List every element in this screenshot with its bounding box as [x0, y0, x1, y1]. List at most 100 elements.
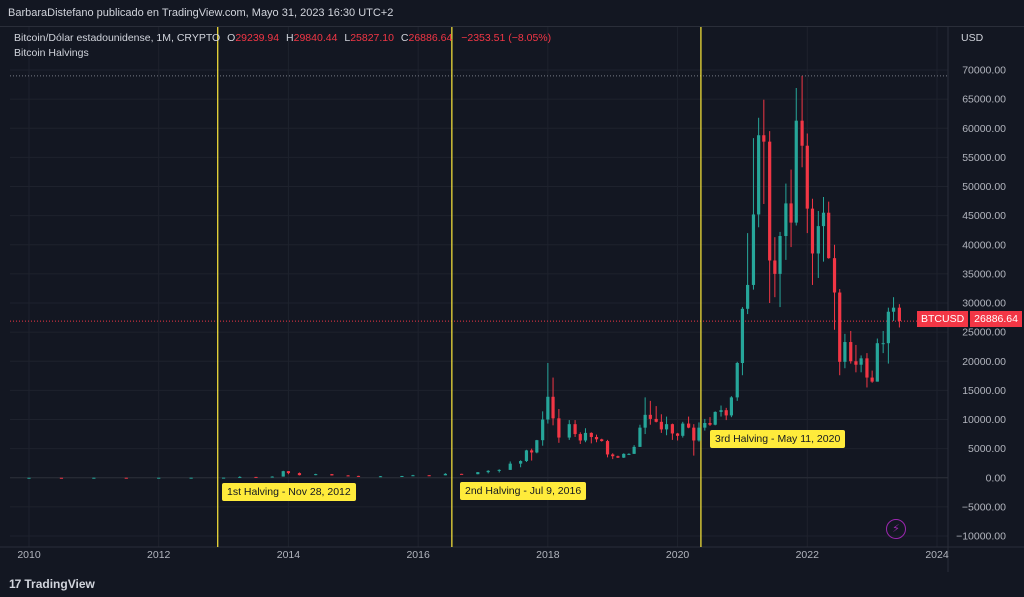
candle-body-down [356, 475, 361, 477]
y-axis-tick-label: 50000.00 [962, 181, 1006, 193]
candle-body-down [762, 135, 766, 142]
footer-bar: 17 TradingView [0, 572, 1024, 597]
candle-body-up [719, 410, 723, 412]
candle-body-up [778, 236, 782, 274]
candle-body-up [443, 473, 447, 476]
candle-body-up [638, 427, 642, 447]
candle-body-down [124, 477, 128, 479]
candle-body-up [794, 120, 798, 223]
currency-label[interactable]: USD [961, 32, 984, 44]
tradingview-logo[interactable]: 17 TradingView [9, 577, 95, 591]
candle-body-down [800, 120, 804, 146]
candle-body-down [827, 212, 831, 259]
indicator-label[interactable]: Bitcoin Halvings [14, 47, 89, 59]
candle-body-down [573, 424, 577, 435]
y-axis-tick-label: −5000.00 [962, 501, 1006, 513]
candle-body-up [314, 474, 318, 476]
high-value: 29840.44 [293, 32, 338, 44]
candle-body-down [530, 450, 534, 453]
candle-body-down [805, 145, 809, 209]
candle-body-up [270, 476, 274, 478]
y-axis-tick-label: 25000.00 [962, 327, 1006, 339]
candle-body-down [670, 424, 674, 434]
candle-body-up [821, 212, 826, 227]
y-axis-tick-label: 5000.00 [968, 443, 1006, 455]
candle-body-down [692, 427, 696, 441]
candle-body-down [611, 454, 615, 457]
candle-body-down [789, 203, 793, 223]
candle-body-up [411, 475, 415, 477]
candle-body-down [865, 358, 869, 378]
candle-body-up [535, 440, 539, 453]
y-axis-tick-label: 10000.00 [962, 414, 1006, 426]
candle-body-up [664, 424, 669, 430]
tradingview-logo-icon: 17 [9, 577, 21, 591]
price-tag-symbol: BTCUSD [917, 311, 969, 327]
candle-body-up [632, 446, 636, 454]
candle-body-down [578, 434, 582, 441]
candle-body-up [400, 476, 404, 478]
price-chart-svg[interactable]: 70000.00 65000.00 60000.00 55000.00 50000.00… [0, 27, 1024, 572]
candle-body-down [59, 477, 64, 479]
x-axis-tick-label: 2014 [277, 549, 301, 561]
candle-body-up [735, 362, 739, 398]
close-label: C [400, 32, 409, 44]
candle-body-up [881, 343, 885, 345]
candle-body-up [281, 471, 285, 477]
candle-body-up [524, 450, 529, 462]
candle-body-up [729, 397, 734, 416]
candle-body-down [557, 418, 561, 438]
x-axis-tick-label: 2010 [17, 549, 41, 561]
candle-body-up [751, 214, 756, 285]
y-axis-tick-label: 15000.00 [962, 385, 1006, 397]
halving-callout-3: 3rd Halving - May 11, 2020 [710, 430, 846, 448]
chart-area[interactable]: 70000.00 65000.00 60000.00 55000.00 50000.00… [0, 27, 1024, 572]
symbol-label[interactable]: Bitcoin/Dólar estadounidense, 1M, CRYPTO [14, 32, 221, 44]
candle-body-down [849, 342, 853, 362]
candle-body-up [757, 135, 761, 215]
x-axis-tick-label: 2018 [536, 549, 560, 561]
candle-body-up [546, 396, 550, 420]
x-axis-tick-label: 2012 [147, 549, 171, 561]
candle-body-up [27, 477, 31, 479]
candle-body-up [519, 461, 523, 464]
candle-body-up [189, 477, 193, 479]
candle-body-up [221, 477, 226, 479]
y-axis-tick-label: 40000.00 [962, 239, 1006, 251]
candle-body-down [897, 307, 901, 322]
candle-body-down [832, 258, 837, 293]
candle-body-up [740, 308, 745, 363]
candle-body-down [330, 474, 334, 476]
candle-body-up [746, 284, 750, 309]
candle-body-up [875, 343, 879, 382]
candle-body-up [703, 422, 707, 428]
candle-body-down [675, 433, 680, 436]
y-axis-tick-label: 35000.00 [962, 268, 1006, 280]
open-label: O [227, 32, 236, 44]
open-value: 29239.94 [235, 32, 280, 44]
candle-body-down [773, 260, 777, 274]
candle-body-up [238, 476, 242, 478]
candle-body-up [567, 424, 571, 438]
halving-callout-1: 1st Halving - Nov 28, 2012 [222, 483, 356, 501]
x-axis-tick-label: 2022 [796, 549, 820, 561]
candle-body-up [643, 414, 647, 428]
candle-body-down [659, 421, 663, 430]
candle-body-up [583, 432, 588, 441]
lightning-bolt-icon[interactable]: ⚡ [886, 519, 906, 539]
candle-body-down [600, 439, 604, 442]
low-label: L [344, 32, 351, 44]
candle-body-up [497, 469, 501, 471]
candle-body-down [870, 377, 874, 382]
candle-body-down [616, 456, 620, 458]
publisher-text: BarbaraDistefano publicado en TradingVie… [8, 7, 394, 19]
last-price-tag: BTCUSD 26886.64 [917, 311, 1022, 328]
y-axis-tick-label: 55000.00 [962, 152, 1006, 164]
candle-body-up [859, 358, 863, 365]
price-tag-value: 26886.64 [970, 311, 1022, 327]
candle-body-down [654, 418, 658, 422]
y-axis-tick-label: 20000.00 [962, 356, 1006, 368]
candle-body-down [286, 471, 291, 474]
candle-body-up [378, 476, 383, 478]
candle-body-up [681, 423, 685, 436]
